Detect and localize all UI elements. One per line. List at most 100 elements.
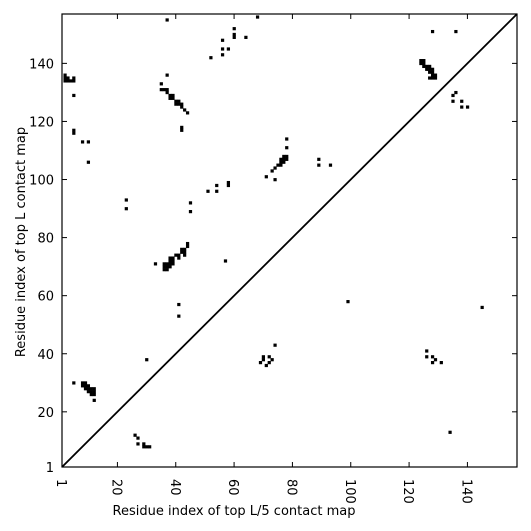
- contact-point: [63, 76, 67, 80]
- contact-point: [92, 390, 96, 394]
- contact-point: [180, 247, 184, 251]
- contact-point: [428, 64, 432, 69]
- y-axis-label: Residue index of top L contact map: [14, 127, 29, 357]
- contact-point: [168, 262, 172, 266]
- contact-point: [183, 250, 187, 254]
- y-tick-label: 40: [37, 348, 54, 363]
- contact-point: [86, 160, 91, 164]
- contact-point: [124, 198, 128, 202]
- contact-point: [430, 70, 435, 74]
- contact-point: [454, 90, 458, 95]
- contact-point: [328, 163, 333, 167]
- contact-point: [159, 88, 163, 92]
- contact-point: [422, 59, 426, 63]
- contact-point: [430, 73, 435, 77]
- contact-point: [215, 189, 219, 193]
- contact-point: [451, 99, 455, 103]
- contact-point: [285, 146, 289, 150]
- contact-point: [180, 125, 184, 129]
- contact-point: [448, 430, 452, 434]
- contact-point: [223, 259, 228, 263]
- contact-point: [425, 64, 429, 69]
- contact-point: [279, 160, 283, 164]
- contact-point: [460, 99, 464, 103]
- contact-point: [419, 59, 423, 63]
- y-tick-label: 1: [46, 461, 54, 476]
- contact-point: [69, 79, 73, 83]
- contact-point: [285, 154, 289, 159]
- contact-point: [159, 82, 163, 86]
- contact-point: [264, 363, 268, 368]
- contact-point: [422, 61, 426, 66]
- x-tick-label: 1: [53, 479, 68, 487]
- contact-point: [209, 56, 213, 60]
- contact-point: [136, 436, 140, 440]
- contact-point: [142, 442, 146, 446]
- contact-point: [72, 79, 76, 83]
- contact-point: [188, 210, 193, 214]
- contact-point: [183, 253, 187, 257]
- contact-point: [168, 93, 172, 98]
- contact-point: [162, 265, 166, 269]
- contact-point: [162, 268, 166, 272]
- contact-point: [168, 256, 172, 260]
- y-tick-label: 60: [37, 290, 54, 305]
- contact-point: [180, 250, 184, 254]
- contact-point: [174, 253, 178, 257]
- contact-point: [63, 73, 67, 77]
- contact-point: [145, 358, 149, 362]
- contact-point: [270, 169, 274, 173]
- contact-point: [124, 207, 128, 211]
- contact-point: [465, 105, 470, 109]
- x-tick-label: 20: [108, 479, 123, 496]
- contact-point: [145, 445, 149, 449]
- contact-point: [185, 241, 190, 246]
- contact-point: [430, 76, 435, 80]
- contact-point: [162, 262, 166, 266]
- contact-point: [244, 35, 248, 39]
- contact-point: [177, 256, 181, 260]
- contact-point: [317, 163, 321, 167]
- contact-point: [142, 445, 146, 449]
- contact-point: [89, 387, 93, 391]
- contact-point: [282, 157, 286, 161]
- contact-point: [165, 268, 169, 272]
- contact-point: [72, 381, 76, 385]
- contact-point: [226, 180, 231, 185]
- contact-point: [171, 262, 175, 266]
- contact-point: [267, 361, 271, 365]
- y-tick-label: 140: [29, 57, 54, 72]
- contact-point: [285, 137, 289, 141]
- contact-point: [89, 392, 93, 397]
- contact-point: [430, 361, 435, 365]
- contact-point: [430, 29, 435, 34]
- contact-point: [148, 445, 152, 449]
- contact-point: [92, 398, 96, 402]
- contact-point: [83, 381, 88, 385]
- contact-point: [83, 387, 88, 391]
- contact-point: [255, 15, 260, 19]
- contact-points: [63, 15, 484, 449]
- contact-point: [165, 265, 169, 269]
- contact-point: [174, 102, 178, 106]
- x-tick-label: 80: [283, 479, 298, 496]
- contact-point: [206, 189, 210, 193]
- contact-point: [80, 381, 85, 385]
- contact-point: [177, 302, 181, 307]
- contact-point: [261, 358, 266, 362]
- x-axis-label: Residue index of top L/5 contact map: [113, 504, 356, 519]
- contact-point: [177, 253, 181, 257]
- contact-point: [171, 93, 175, 98]
- contact-point: [80, 140, 85, 144]
- contact-point: [188, 201, 193, 205]
- contact-point: [66, 76, 70, 80]
- contact-point: [86, 384, 91, 388]
- contact-point: [279, 163, 283, 167]
- contact-point: [89, 390, 93, 394]
- contact-point: [177, 102, 181, 106]
- contact-point: [165, 73, 169, 77]
- x-axis-ticks: 1 20 40 60 80 100 120 140: [53, 14, 473, 504]
- contact-point: [162, 88, 166, 92]
